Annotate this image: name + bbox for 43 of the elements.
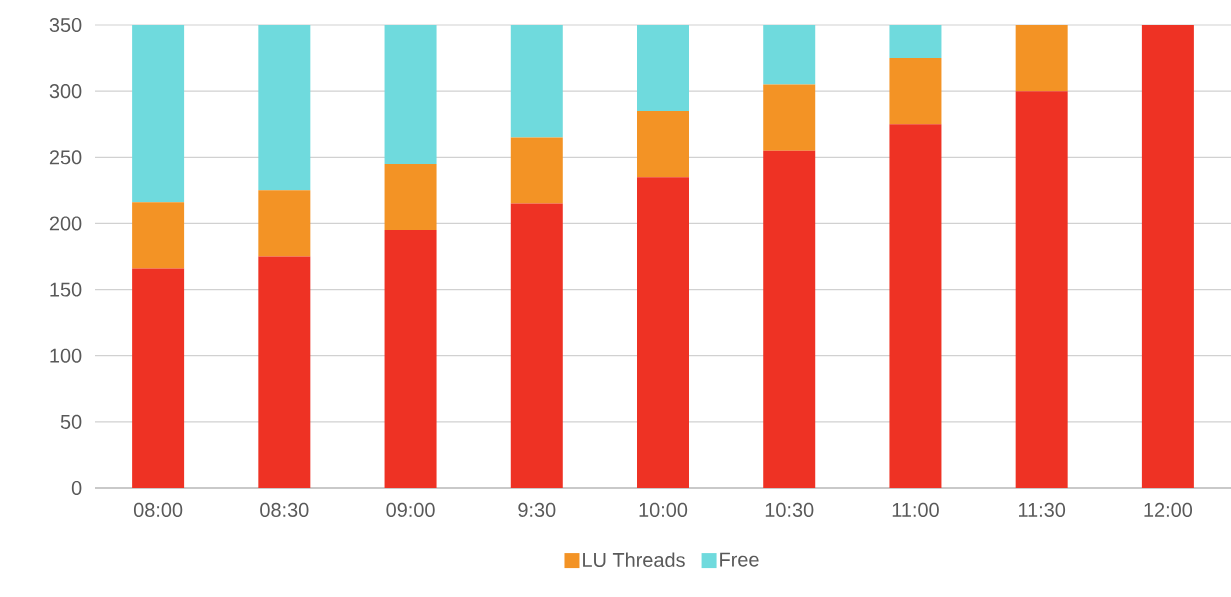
bar (1015, 91, 1068, 488)
legend-label: LU Threads (583, 552, 685, 567)
x-tick-label: 11:30 (1018, 502, 1066, 517)
bar (384, 230, 437, 488)
y-tick-label: 200 (49, 216, 82, 231)
bar (384, 163, 437, 231)
y-tick-label: 250 (49, 150, 82, 165)
x-tick-label: 08:30 (260, 502, 309, 517)
bar (763, 84, 816, 151)
x-tick-label: 08:00 (133, 502, 183, 517)
bar (1141, 25, 1194, 488)
x-tick-label: 9:30 (518, 502, 556, 517)
x-tick-label: 09:00 (386, 502, 435, 517)
bar (132, 25, 185, 203)
bar (1015, 25, 1068, 92)
bar (637, 177, 689, 488)
bar (763, 25, 816, 85)
bar (258, 190, 311, 257)
x-tick-label: 12:00 (1144, 502, 1193, 517)
bar (510, 25, 563, 138)
bar (889, 58, 942, 125)
bar (132, 268, 185, 488)
y-tick-label: 100 (50, 348, 82, 363)
bar (510, 137, 563, 204)
bar (763, 150, 816, 488)
y-tick-label: 150 (50, 282, 82, 297)
bar (637, 25, 689, 111)
bar (258, 25, 311, 191)
y-tick-label: 0 (71, 480, 82, 496)
bar (384, 25, 437, 164)
bar (132, 202, 185, 269)
bar (889, 25, 942, 59)
bar (510, 203, 563, 488)
x-tick-label: 10:30 (765, 502, 814, 517)
bar (889, 124, 942, 488)
x-tick-label: 10:00 (639, 502, 688, 517)
bar (258, 256, 311, 488)
y-tick-label: 50 (60, 414, 82, 429)
x-tick-label: 11:00 (892, 502, 939, 517)
y-tick-label: 300 (49, 84, 82, 99)
legend-label: Free (720, 552, 759, 567)
y-tick-label: 350 (49, 17, 82, 33)
bar (637, 110, 689, 178)
